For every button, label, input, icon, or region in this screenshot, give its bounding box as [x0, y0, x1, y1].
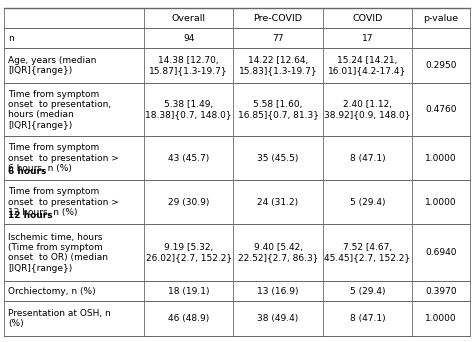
Text: 43 (45.7): 43 (45.7) — [168, 154, 209, 163]
Text: 0.2950: 0.2950 — [425, 61, 457, 70]
Text: Pre-COVID: Pre-COVID — [254, 14, 302, 23]
Text: Time from symptom
onset  to presentation >
6 hours, n (%): Time from symptom onset to presentation … — [8, 143, 119, 173]
Text: 46 (48.9): 46 (48.9) — [168, 314, 209, 323]
Text: 1.0000: 1.0000 — [425, 154, 457, 163]
Text: p-value: p-value — [423, 14, 458, 23]
Text: 18 (19.1): 18 (19.1) — [168, 287, 210, 295]
Text: 77: 77 — [272, 34, 284, 43]
Text: 0.4760: 0.4760 — [425, 105, 457, 114]
Text: 9.40 [5.42,
22.52]{2.7, 86.3}: 9.40 [5.42, 22.52]{2.7, 86.3} — [238, 243, 318, 262]
Text: 13 (16.9): 13 (16.9) — [257, 287, 299, 295]
Text: 24 (31.2): 24 (31.2) — [257, 198, 299, 207]
Text: 14.22 [12.64,
15.83]{1.3-19.7}: 14.22 [12.64, 15.83]{1.3-19.7} — [239, 56, 317, 76]
Text: 1.0000: 1.0000 — [425, 314, 457, 323]
Text: Age, years (median
[IQR]{range}): Age, years (median [IQR]{range}) — [8, 56, 96, 76]
Text: Overall: Overall — [172, 14, 206, 23]
Text: 7.52 [4.67,
45.45]{2.7, 152.2}: 7.52 [4.67, 45.45]{2.7, 152.2} — [324, 243, 410, 262]
Text: 94: 94 — [183, 34, 194, 43]
Text: 12 hours: 12 hours — [8, 211, 53, 220]
Text: 9.19 [5.32,
26.02]{2.7, 152.2}: 9.19 [5.32, 26.02]{2.7, 152.2} — [146, 243, 232, 262]
Text: Orchiectomy, n (%): Orchiectomy, n (%) — [8, 287, 96, 295]
Text: Time from symptom
onset  to presentation,
hours (median
[IQR]{range}): Time from symptom onset to presentation,… — [8, 90, 111, 130]
Text: 1.0000: 1.0000 — [425, 198, 457, 207]
Text: 15.24 [14.21,
16.01]{4.2-17.4}: 15.24 [14.21, 16.01]{4.2-17.4} — [328, 56, 407, 76]
Text: 35 (45.5): 35 (45.5) — [257, 154, 299, 163]
Text: Time from symptom
onset  to presentation >
12 hours, n (%): Time from symptom onset to presentation … — [8, 187, 119, 217]
Text: 2.40 [1.12,
38.92]{0.9, 148.0}: 2.40 [1.12, 38.92]{0.9, 148.0} — [324, 100, 410, 119]
Text: COVID: COVID — [352, 14, 383, 23]
Text: n: n — [8, 34, 14, 43]
Text: 8 (47.1): 8 (47.1) — [349, 314, 385, 323]
Text: 6 hours: 6 hours — [8, 167, 46, 176]
Text: 5 (29.4): 5 (29.4) — [350, 198, 385, 207]
Text: 38 (49.4): 38 (49.4) — [257, 314, 299, 323]
Text: 29 (30.9): 29 (30.9) — [168, 198, 210, 207]
Text: 0.3970: 0.3970 — [425, 287, 457, 295]
Text: Presentation at OSH, n
(%): Presentation at OSH, n (%) — [8, 309, 111, 328]
Text: 5.58 [1.60,
16.85]{0.7, 81.3}: 5.58 [1.60, 16.85]{0.7, 81.3} — [237, 100, 319, 119]
Text: 8 (47.1): 8 (47.1) — [349, 154, 385, 163]
Text: 5 (29.4): 5 (29.4) — [350, 287, 385, 295]
Text: 5.38 [1.49,
18.38]{0.7, 148.0}: 5.38 [1.49, 18.38]{0.7, 148.0} — [146, 100, 232, 119]
Text: 14.38 [12.70,
15.87]{1.3-19.7}: 14.38 [12.70, 15.87]{1.3-19.7} — [149, 56, 228, 76]
Text: 17: 17 — [362, 34, 373, 43]
Text: Ischemic time, hours
(Time from symptom
onset  to OR) (median
[IQR]{range}): Ischemic time, hours (Time from symptom … — [8, 233, 108, 273]
Text: 0.6940: 0.6940 — [425, 248, 457, 257]
